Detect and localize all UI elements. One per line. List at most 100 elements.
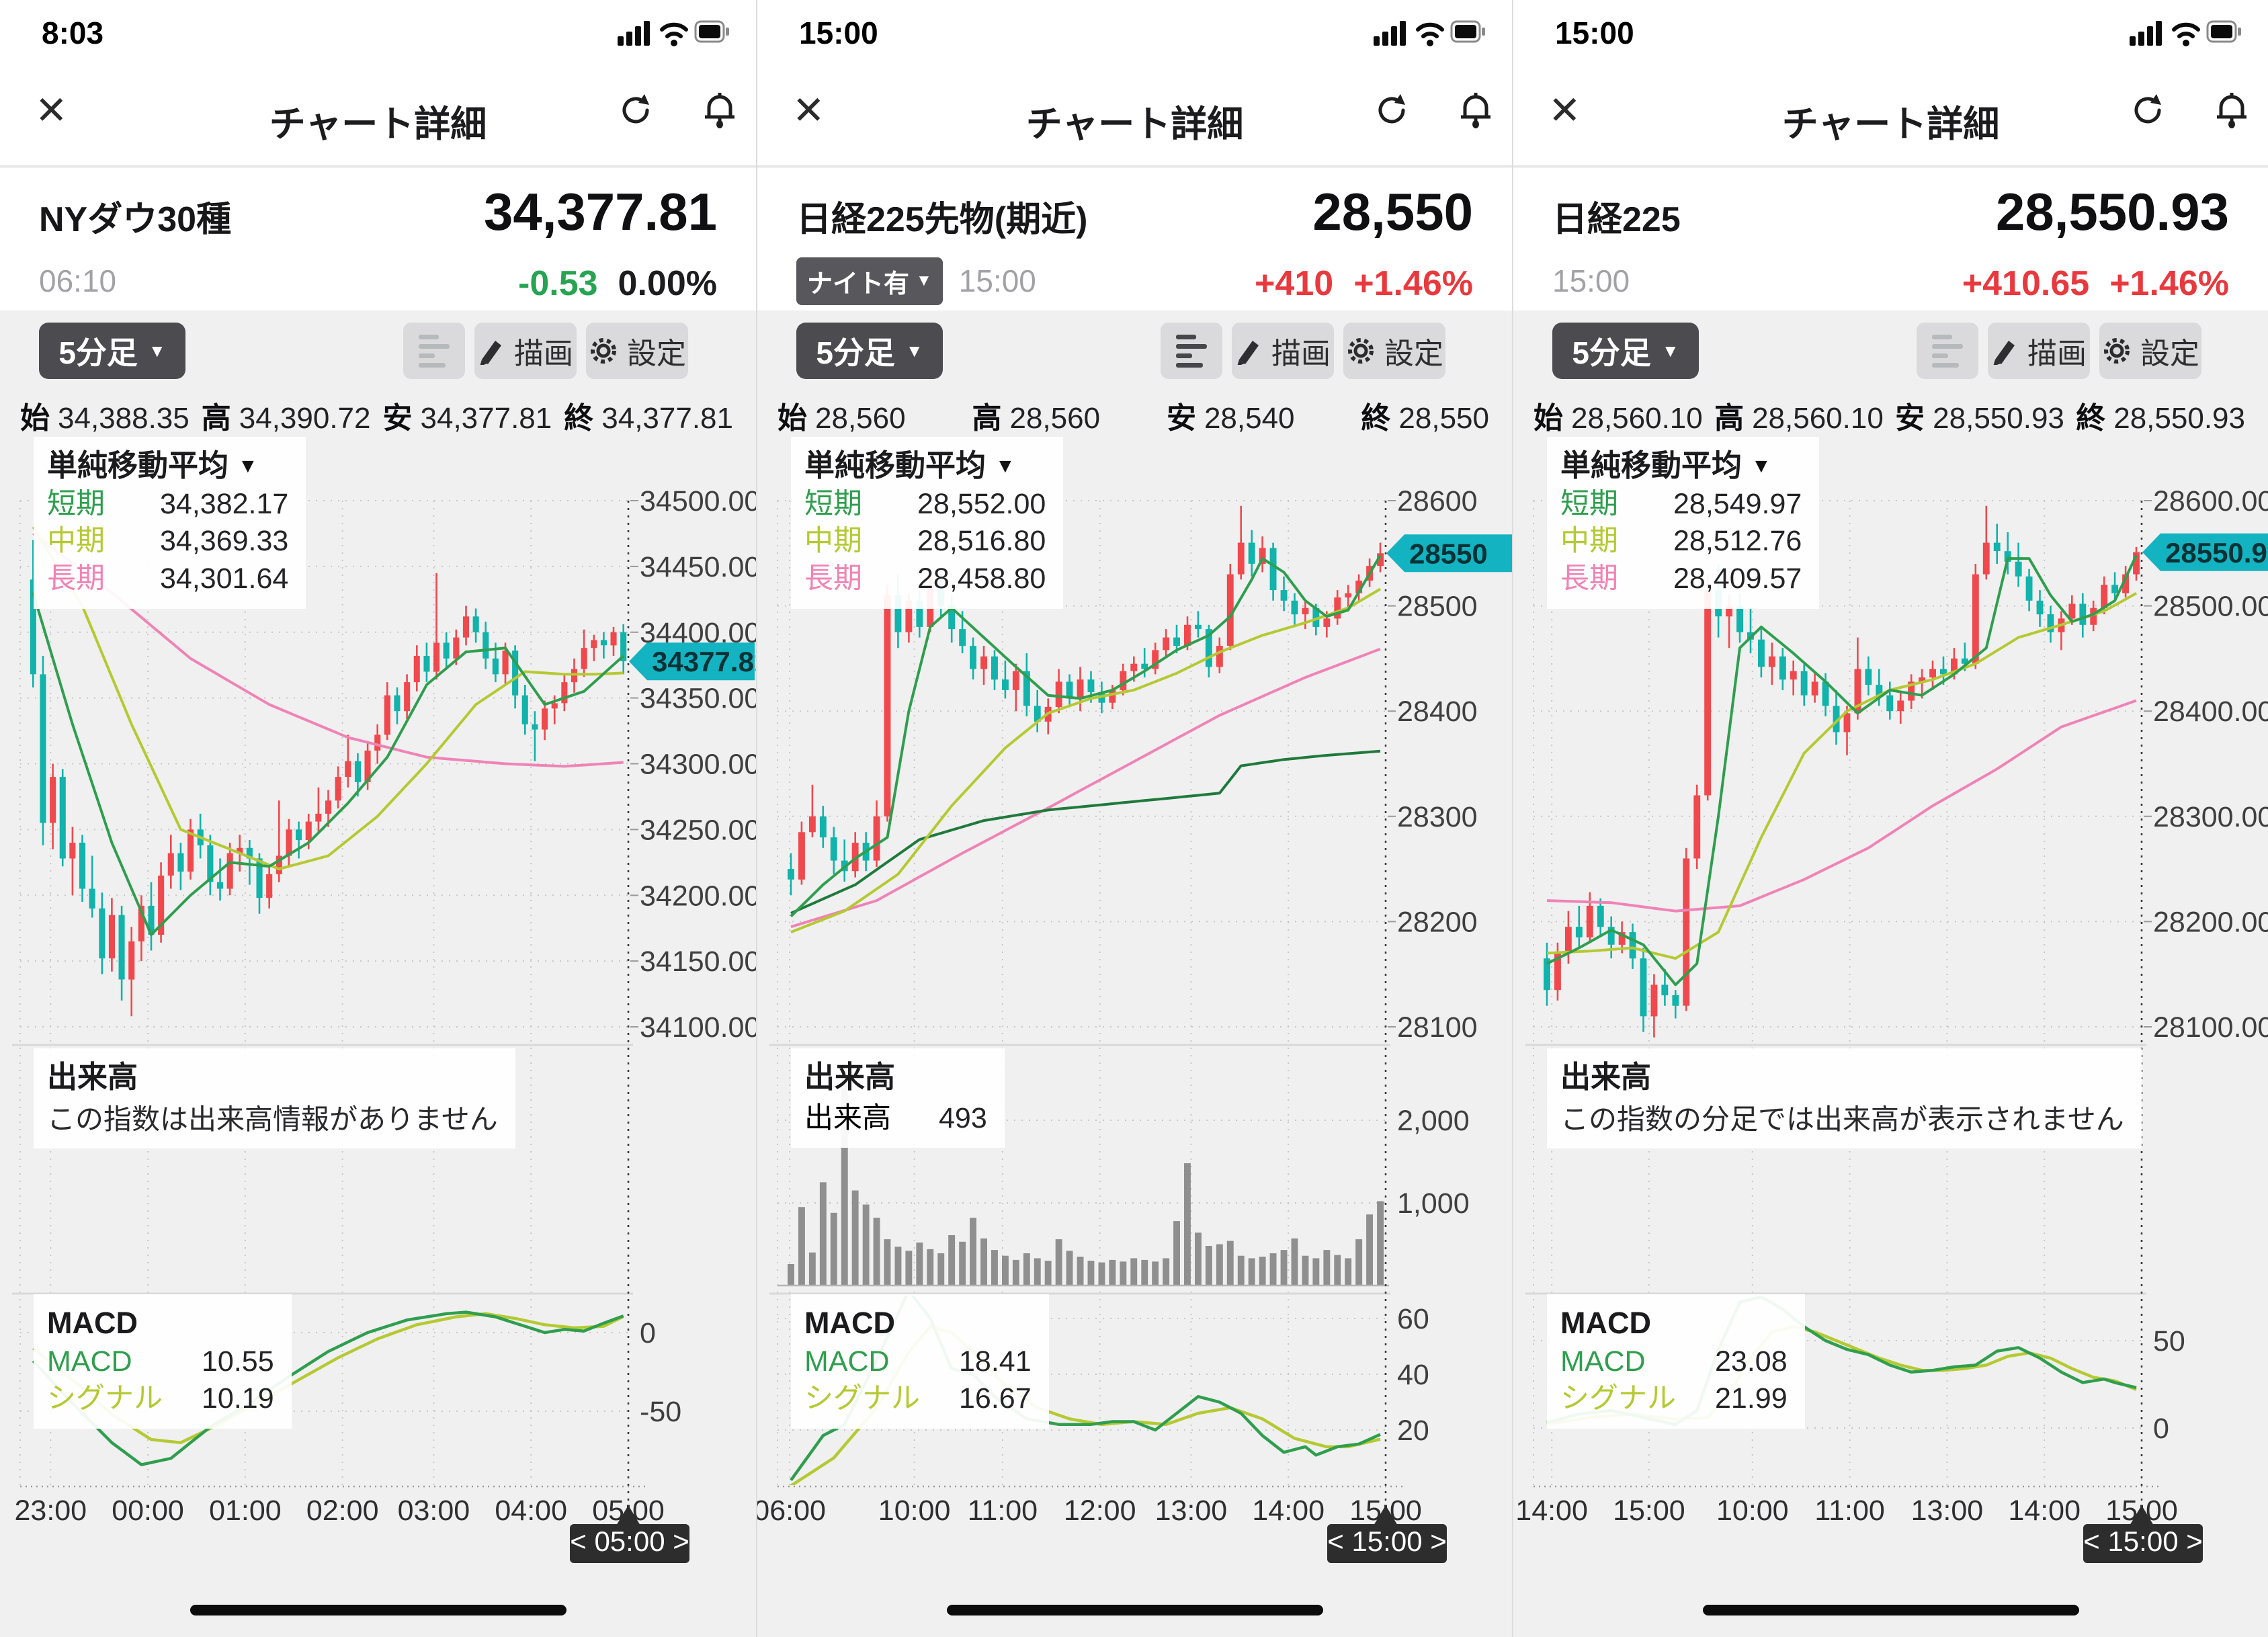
svg-text:0: 0 — [640, 1317, 656, 1349]
svg-text:28500.00: 28500.00 — [2153, 591, 2268, 623]
refresh-icon[interactable] — [616, 90, 655, 131]
svg-text:34200.00: 34200.00 — [640, 880, 756, 912]
ma-legend: 単純移動平均 ▼ 短期 34,382.17 中期 34,369.33 長期 34,301… — [34, 437, 306, 610]
page-title: チャート詳細 — [1781, 104, 2000, 144]
svg-text:13:00: 13:00 — [1155, 1495, 1228, 1527]
ohlc-high: 高 34,390.72 — [201, 402, 371, 435]
svg-text:40: 40 — [1397, 1359, 1429, 1391]
ohlc-close: 終 28,550 — [1361, 402, 1489, 435]
quote-change-pct: +1.46% — [2109, 264, 2229, 303]
svg-text:14:00: 14:00 — [1515, 1495, 1588, 1527]
ma-legend: 単純移動平均 ▼ 短期 28,552.00 中期 28,516.80 長期 28,458… — [791, 437, 1064, 610]
svg-text:12:00: 12:00 — [1064, 1495, 1136, 1527]
price-volume-macd-chart[interactable]: 28600 28500 28400 28300 28200 28100 2,000 1,000… — [757, 430, 1513, 1586]
signal-wifi-battery-icon — [2130, 20, 2241, 46]
ma-mid-value: 28,516.80 — [917, 525, 1046, 558]
night-session-dropdown[interactable]: ナイト有 ▼ — [796, 257, 943, 305]
instrument-name: 日経225 — [1552, 200, 1681, 239]
quote-price: 34,377.81 — [483, 182, 717, 241]
svg-text:11:00: 11:00 — [968, 1495, 1038, 1527]
instrument-name: NYダウ30種 — [39, 200, 232, 239]
draw-button[interactable]: 描画 — [474, 323, 577, 379]
quote-price: 28,550.93 — [1995, 182, 2229, 241]
depth-list-button[interactable] — [403, 323, 465, 379]
status-bar: 15:00 — [757, 0, 1512, 65]
quote-card: 日経225 15:00 28,550.93 +410.65 +1.46% — [1513, 168, 2268, 310]
status-bar: 8:03 — [0, 0, 756, 65]
ohlc-open: 始 34,388.35 — [20, 402, 190, 435]
refresh-icon[interactable] — [2128, 90, 2167, 131]
close-icon[interactable]: ✕ — [35, 89, 68, 132]
quote-price: 28,550 — [1312, 182, 1473, 241]
svg-text:34100.00: 34100.00 — [640, 1011, 756, 1044]
svg-text:23:00: 23:00 — [14, 1495, 87, 1527]
ma-short-value: 28,549.97 — [1673, 487, 1802, 520]
volume-message: この指数の分足では出来高が表示されません — [1560, 1103, 2124, 1135]
draw-button[interactable]: 描画 — [1988, 323, 2090, 379]
chart-toolbar: 5分足 ▼ 描画 設定 — [1513, 323, 2268, 380]
ma-legend-dropdown[interactable]: 単純移動平均 ▼ — [1560, 448, 1771, 482]
svg-text:0: 0 — [2153, 1413, 2169, 1445]
volume-message: この指数は出来高情報がありません — [47, 1103, 498, 1135]
volume-title: 出来高 — [804, 1060, 896, 1094]
ma-legend-dropdown[interactable]: 単純移動平均 ▼ — [804, 448, 1015, 482]
ma-mid-label: 中期 — [804, 525, 862, 558]
refresh-icon[interactable] — [1372, 90, 1411, 131]
svg-text:10:00: 10:00 — [878, 1495, 951, 1527]
quote-time: 06:10 — [39, 263, 117, 298]
ma-mid-label: 中期 — [47, 525, 105, 558]
bell-icon[interactable] — [2213, 87, 2251, 131]
ohlc-open: 始 28,560 — [778, 402, 906, 435]
quote-card: NYダウ30種 06:10 34,377.81 -0.53 0.00% — [0, 168, 756, 310]
interval-dropdown[interactable]: 5分足 ▼ — [39, 323, 185, 379]
bell-icon[interactable] — [701, 87, 739, 131]
ma-short-value: 28,552.00 — [917, 487, 1046, 520]
ohlc-close: 終 28,550.93 — [2076, 402, 2245, 435]
macd-line-value: 10.55 — [202, 1345, 274, 1378]
ohlc-row: 始 28,560.10 高 28,560.10 安 28,550.93 終 28,550… — [1534, 394, 2245, 437]
home-indicator[interactable] — [1702, 1605, 2079, 1615]
svg-text:13:00: 13:00 — [1911, 1495, 1984, 1527]
close-icon[interactable]: ✕ — [1548, 89, 1581, 132]
gear-icon — [1348, 338, 1374, 364]
ma-long-value: 34,301.64 — [160, 562, 289, 595]
svg-text:02:00: 02:00 — [306, 1495, 379, 1527]
svg-text:34500.00: 34500.00 — [640, 485, 756, 517]
nav-bar: ✕ チャート詳細 — [0, 65, 756, 167]
volume-legend: 出来高 この指数の分足では出来高が表示されません — [1547, 1048, 2142, 1149]
instrument-name: 日経225先物(期近) — [796, 200, 1088, 239]
bell-icon[interactable] — [1457, 87, 1495, 131]
ma-legend-dropdown[interactable]: 単純移動平均 ▼ — [47, 448, 258, 482]
settings-button[interactable]: 設定 — [2099, 323, 2201, 379]
quote-card: 日経225先物(期近) ナイト有 ▼ 15:00 28,550 +410 +1.4… — [757, 168, 1512, 310]
ohlc-low: 安 34,377.81 — [382, 402, 552, 435]
ma-long-label: 長期 — [804, 562, 862, 595]
home-indicator[interactable] — [190, 1605, 566, 1615]
close-icon[interactable]: ✕ — [792, 89, 825, 132]
svg-text:50: 50 — [2153, 1325, 2185, 1357]
svg-text:< 15:00 >: < 15:00 > — [1327, 1525, 1447, 1557]
ma-short-value: 34,382.17 — [160, 487, 289, 520]
svg-text:20: 20 — [1397, 1415, 1429, 1447]
svg-text:28550.93: 28550.93 — [2165, 537, 2268, 569]
ohlc-high: 高 28,560.10 — [1714, 402, 1884, 435]
svg-text:28100: 28100 — [1397, 1011, 1478, 1044]
home-indicator[interactable] — [946, 1605, 1323, 1615]
depth-list-button[interactable] — [1161, 323, 1222, 379]
quote-change-pct: 0.00% — [618, 264, 717, 303]
quote-time: 15:00 — [958, 263, 1036, 298]
svg-text:03:00: 03:00 — [398, 1495, 470, 1527]
macd-signal-label: シグナル — [804, 1382, 920, 1415]
depth-list-button[interactable] — [1917, 323, 1978, 379]
svg-text:1,000: 1,000 — [1397, 1187, 1470, 1220]
interval-dropdown[interactable]: 5分足 ▼ — [796, 323, 943, 379]
price-volume-macd-chart[interactable]: 34500.0034450.0034400.0034350.0034300.00… — [0, 430, 756, 1586]
quote-change: +410 — [1255, 264, 1334, 303]
draw-button[interactable]: 描画 — [1232, 323, 1334, 379]
list-icon — [419, 334, 450, 368]
settings-button[interactable]: 設定 — [1343, 323, 1445, 379]
svg-text:04:00: 04:00 — [495, 1495, 567, 1527]
status-time: 15:00 — [1555, 15, 1634, 50]
interval-dropdown[interactable]: 5分足 ▼ — [1552, 323, 1699, 379]
settings-button[interactable]: 設定 — [586, 323, 688, 379]
